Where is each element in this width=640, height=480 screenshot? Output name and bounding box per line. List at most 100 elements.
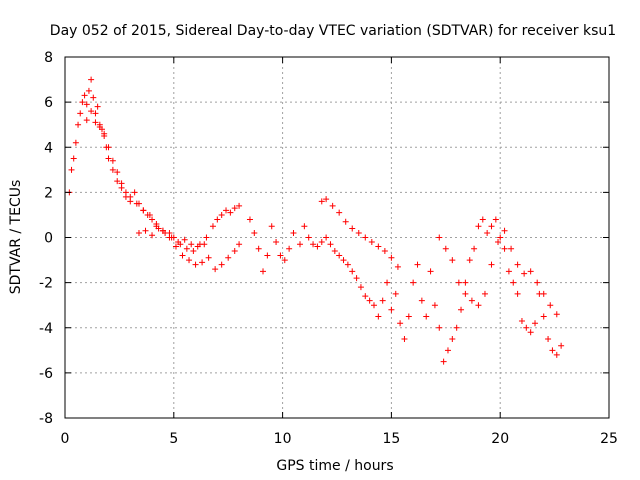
- data-point: [336, 252, 343, 259]
- data-point: [488, 223, 495, 230]
- data-point: [479, 216, 486, 223]
- data-point: [133, 200, 140, 207]
- y-tick-label: 0: [44, 231, 53, 247]
- data-point: [92, 110, 99, 117]
- data-point: [194, 243, 201, 250]
- data-point: [227, 209, 234, 216]
- data-point: [329, 202, 336, 209]
- x-tick-label: 25: [600, 431, 618, 447]
- data-point: [109, 157, 116, 164]
- data-point: [362, 234, 369, 241]
- data-point: [190, 248, 197, 255]
- data-point: [290, 229, 297, 236]
- x-tick-label: 0: [61, 431, 70, 447]
- y-tick-label: -8: [39, 411, 53, 427]
- data-point: [149, 232, 156, 239]
- data-point: [379, 297, 386, 304]
- data-point: [70, 155, 77, 162]
- data-point: [523, 324, 530, 331]
- data-point: [440, 358, 447, 365]
- data-point: [323, 234, 330, 241]
- data-point: [453, 324, 460, 331]
- data-point: [392, 290, 399, 297]
- data-point: [370, 302, 377, 309]
- data-point: [475, 223, 482, 230]
- data-point: [92, 119, 99, 126]
- data-point: [183, 245, 190, 252]
- data-point: [83, 117, 90, 124]
- data-point: [549, 347, 556, 354]
- data-point: [186, 257, 193, 264]
- data-point: [281, 257, 288, 264]
- data-point: [388, 306, 395, 313]
- data-point: [122, 189, 129, 196]
- data-point: [225, 254, 232, 261]
- data-point: [375, 243, 382, 250]
- data-point: [203, 234, 210, 241]
- data-point: [96, 123, 103, 130]
- y-tick-label: 6: [44, 95, 53, 111]
- data-point: [492, 216, 499, 223]
- data-point: [484, 229, 491, 236]
- data-point: [127, 193, 134, 200]
- data-point: [501, 227, 508, 234]
- series-sdtvar-4: [246, 216, 565, 365]
- data-point: [205, 254, 212, 261]
- data-point: [362, 293, 369, 300]
- data-point: [218, 211, 225, 218]
- data-point: [109, 166, 116, 173]
- data-point: [79, 99, 86, 106]
- data-point: [264, 252, 271, 259]
- data-point: [199, 259, 206, 266]
- data-point: [462, 279, 469, 286]
- data-point: [72, 139, 79, 146]
- data-point: [305, 234, 312, 241]
- data-point: [118, 180, 125, 187]
- data-point: [327, 241, 334, 248]
- y-tick-label: 2: [44, 185, 53, 201]
- data-point: [514, 261, 521, 268]
- data-point: [310, 241, 317, 248]
- data-point: [131, 189, 138, 196]
- data-point: [114, 178, 121, 185]
- data-point: [501, 245, 508, 252]
- data-point: [236, 241, 243, 248]
- x-tick-label: 15: [382, 431, 400, 447]
- data-point: [209, 223, 216, 230]
- data-point: [90, 94, 97, 101]
- data-point: [553, 351, 560, 358]
- data-point: [85, 87, 92, 94]
- data-point: [368, 239, 375, 246]
- data-point: [527, 329, 534, 336]
- x-tick-labels: 0 5 10 15 20 25: [61, 431, 618, 447]
- data-point: [545, 336, 552, 343]
- data-point: [192, 261, 199, 268]
- data-point: [223, 207, 230, 214]
- series-sdtvar-2: [83, 108, 243, 273]
- data-point: [212, 266, 219, 273]
- axis-ticks: [64, 56, 610, 419]
- data-point: [175, 239, 182, 246]
- data-point: [105, 144, 112, 151]
- data-point: [101, 130, 108, 137]
- data-point: [140, 207, 147, 214]
- data-point: [162, 229, 169, 236]
- data-point: [436, 234, 443, 241]
- data-point: [277, 252, 284, 259]
- data-point: [349, 268, 356, 275]
- data-point: [423, 313, 430, 320]
- data-point: [505, 268, 512, 275]
- data-point: [553, 311, 560, 318]
- data-point: [168, 234, 175, 241]
- data-point: [105, 155, 112, 162]
- data-point: [318, 198, 325, 205]
- data-point: [397, 320, 404, 327]
- x-tick-label: 10: [274, 431, 292, 447]
- data-point: [427, 268, 434, 275]
- data-point: [510, 279, 517, 286]
- data-point: [179, 252, 186, 259]
- data-point: [135, 229, 142, 236]
- data-point: [323, 196, 330, 203]
- data-point: [201, 241, 208, 248]
- data-point: [458, 306, 465, 313]
